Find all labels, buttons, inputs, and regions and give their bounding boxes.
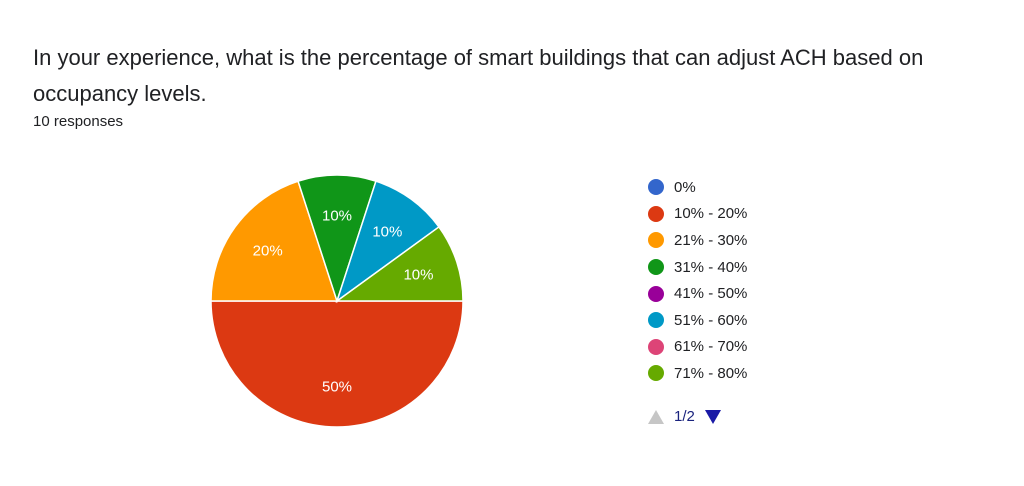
legend-label: 41% - 50% [674, 285, 748, 303]
legend-dot-icon [648, 285, 664, 302]
legend-item-0[interactable]: 0% [648, 174, 747, 201]
pie-slice-1[interactable] [210, 300, 464, 428]
pie-slice-3[interactable] [297, 174, 377, 304]
chart-legend: 0% 10% - 20% 21% - 30% 31% - 40% 41% - 50% 51… [648, 174, 747, 387]
legend-label: 21% - 30% [674, 231, 748, 249]
legend-label: 71% - 80% [674, 364, 748, 382]
pie-data-label-5: 10% [372, 224, 402, 241]
legend-label: 0% [674, 178, 696, 196]
response-count: 10 responses [33, 113, 124, 130]
legend-dot-icon [648, 232, 664, 249]
pie-data-label-1: 50% [322, 379, 352, 396]
legend-item-3[interactable]: 31% - 40% [648, 254, 747, 281]
legend-label: 51% - 60% [674, 311, 748, 329]
question-title: In your experience, what is the percenta… [33, 45, 924, 106]
legend-item-7[interactable]: 71% - 80% [648, 360, 747, 387]
legend-item-5[interactable]: 51% - 60% [648, 307, 747, 334]
legend-label: 31% - 40% [674, 258, 748, 276]
legend-pager: 1/2 [648, 408, 721, 425]
pie-slice-7[interactable] [334, 225, 464, 302]
pager-label: 1/2 [674, 408, 695, 425]
triangle-down-icon[interactable] [704, 409, 721, 424]
legend-dot-icon [648, 259, 664, 276]
legend-label: 10% - 20% [674, 205, 748, 223]
legend-dot-icon [648, 365, 664, 382]
legend-dot-icon [648, 312, 664, 329]
legend-dot-icon [648, 179, 664, 196]
pie-data-label-3: 10% [322, 207, 352, 224]
legend-item-2[interactable]: 21% - 30% [648, 227, 747, 254]
legend-item-4[interactable]: 41% - 50% [648, 280, 747, 307]
triangle-up-icon[interactable] [648, 409, 664, 424]
pie-slice-2[interactable] [210, 180, 339, 302]
legend-item-6[interactable]: 61% - 70% [648, 334, 747, 361]
pie-data-label-7: 10% [403, 267, 433, 284]
legend-label: 61% - 70% [674, 338, 748, 356]
legend-dot-icon [648, 205, 664, 222]
pie-slice-5[interactable] [335, 180, 440, 303]
legend-dot-icon [648, 338, 664, 355]
legend-item-1[interactable]: 10% - 20% [648, 201, 747, 228]
pie-data-label-2: 20% [253, 243, 283, 260]
